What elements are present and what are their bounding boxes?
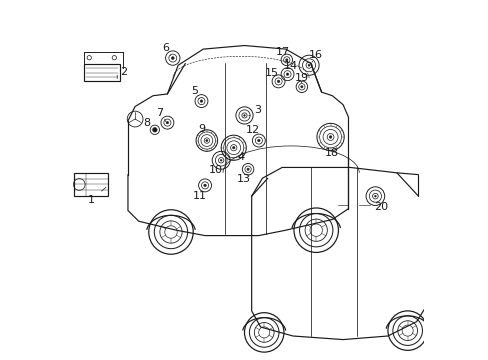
Text: 11: 11 bbox=[192, 191, 206, 201]
Text: 1: 1 bbox=[87, 195, 94, 205]
Bar bbox=[74, 173, 108, 196]
Circle shape bbox=[152, 127, 157, 132]
Circle shape bbox=[246, 168, 249, 170]
Text: 18: 18 bbox=[325, 148, 339, 158]
Text: 20: 20 bbox=[373, 202, 387, 212]
Circle shape bbox=[205, 139, 207, 141]
Circle shape bbox=[307, 64, 309, 66]
Text: 17: 17 bbox=[276, 46, 290, 57]
Text: 6: 6 bbox=[162, 43, 169, 53]
Circle shape bbox=[171, 57, 174, 59]
Circle shape bbox=[220, 159, 222, 161]
Circle shape bbox=[232, 147, 235, 149]
Text: 13: 13 bbox=[236, 174, 250, 184]
Circle shape bbox=[374, 195, 376, 197]
Text: 19: 19 bbox=[294, 73, 308, 83]
Bar bbox=[83, 64, 120, 81]
Circle shape bbox=[166, 121, 168, 124]
Circle shape bbox=[203, 184, 206, 187]
Circle shape bbox=[285, 59, 287, 61]
Circle shape bbox=[285, 73, 288, 76]
Circle shape bbox=[257, 139, 260, 142]
Circle shape bbox=[300, 86, 303, 88]
Text: 3: 3 bbox=[253, 105, 261, 115]
Text: 16: 16 bbox=[308, 50, 323, 60]
Text: 9: 9 bbox=[198, 124, 204, 134]
Text: 5: 5 bbox=[191, 86, 198, 96]
Circle shape bbox=[277, 80, 279, 83]
Text: 10: 10 bbox=[208, 165, 223, 175]
Circle shape bbox=[328, 136, 331, 138]
Circle shape bbox=[200, 100, 203, 102]
Text: 12: 12 bbox=[245, 125, 260, 135]
Text: 2: 2 bbox=[120, 67, 126, 77]
Text: 4: 4 bbox=[237, 152, 244, 162]
Circle shape bbox=[243, 114, 245, 116]
Text: 7: 7 bbox=[156, 108, 163, 118]
Text: 8: 8 bbox=[143, 118, 150, 128]
Text: 15: 15 bbox=[264, 68, 278, 78]
Text: 14: 14 bbox=[284, 61, 298, 71]
